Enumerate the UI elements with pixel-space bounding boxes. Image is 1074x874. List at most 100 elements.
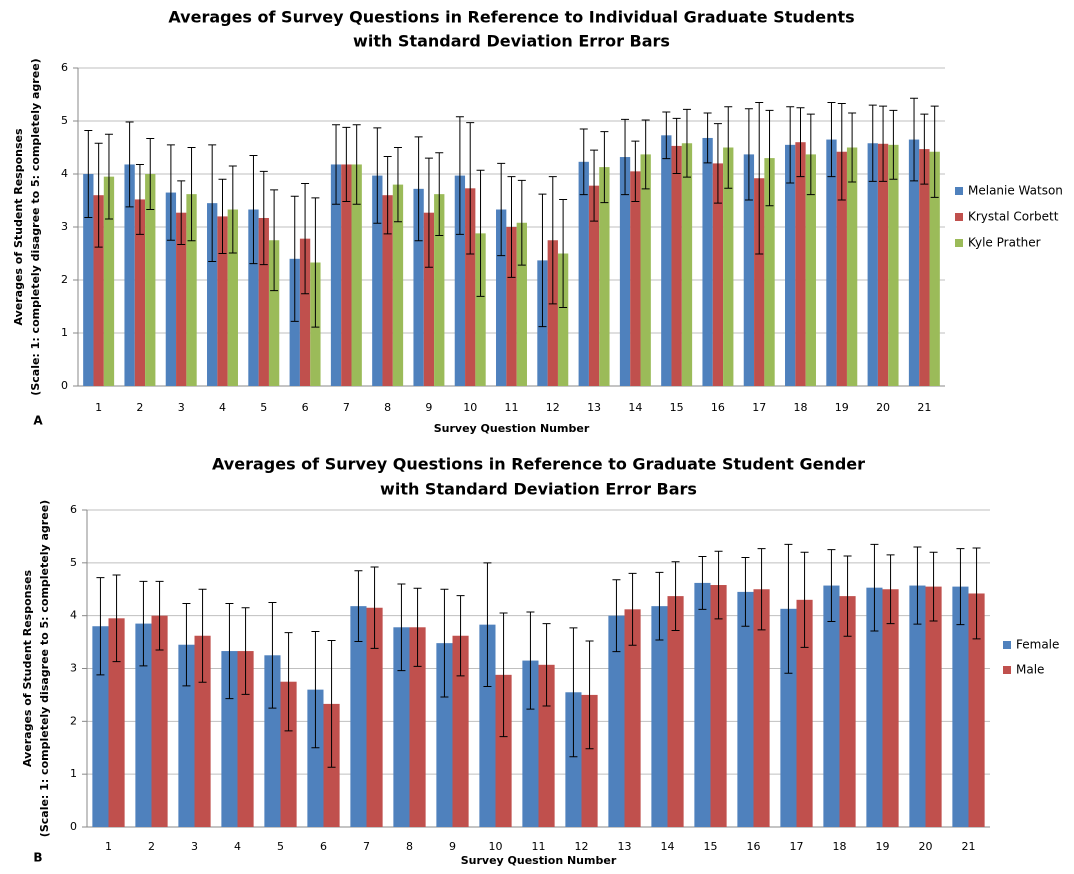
bar: [640, 154, 651, 386]
bar: [495, 674, 512, 827]
x-tick-label: 1: [105, 840, 112, 853]
x-tick-label: 11: [505, 401, 519, 414]
bar: [796, 599, 813, 827]
x-tick-label: 2: [148, 840, 155, 853]
error-bar: [96, 577, 105, 676]
bar: [866, 587, 883, 827]
error-bar: [631, 140, 640, 203]
bar: [178, 644, 195, 827]
error-bar: [208, 144, 217, 262]
bar: [479, 624, 496, 827]
error-bar: [290, 195, 299, 322]
y-tick-label: 5: [61, 114, 68, 127]
error-bar: [440, 588, 449, 698]
x-tick-label: 12: [575, 840, 589, 853]
chart-title: with Standard Deviation Error Bars: [380, 480, 697, 499]
error-bar: [166, 144, 175, 241]
x-tick-label: 7: [343, 401, 350, 414]
bar: [289, 258, 300, 386]
error-bar: [499, 612, 508, 738]
error-bar: [112, 574, 121, 663]
x-axis-label: Survey Question Number: [461, 854, 617, 867]
legend-label: Female: [1016, 638, 1059, 652]
bar: [221, 651, 238, 827]
x-tick-label: 2: [136, 401, 143, 414]
bar: [681, 143, 693, 386]
error-bar: [843, 555, 852, 637]
bar: [108, 618, 125, 827]
y-tick-label: 1: [61, 326, 68, 339]
x-tick-label: 20: [876, 401, 890, 414]
bar: [436, 643, 453, 827]
x-tick-label: 16: [747, 840, 761, 853]
x-tick-label: 14: [628, 401, 642, 414]
x-tick-label: 3: [191, 840, 198, 853]
y-tick-label: 6: [70, 503, 77, 516]
y-tick-label: 5: [70, 556, 77, 569]
bar: [538, 664, 555, 827]
bar: [805, 154, 816, 386]
error-bar: [542, 623, 551, 707]
bar: [124, 164, 135, 386]
error-bar: [590, 149, 599, 222]
error-bar: [139, 580, 148, 667]
error-bar: [125, 121, 134, 208]
x-tick-label: 20: [919, 840, 933, 853]
error-bar: [327, 639, 336, 768]
error-bar: [868, 104, 877, 182]
error-bar: [435, 152, 444, 236]
error-bar: [837, 103, 846, 201]
bar: [475, 233, 486, 386]
y-axis-label: (Scale: 1: completely disagree to 5: com…: [29, 58, 42, 395]
legend-swatch: [1003, 666, 1011, 674]
error-bar: [228, 165, 237, 254]
y-axis-label: Averages of Student Responses: [12, 128, 25, 325]
x-tick-label: 21: [962, 840, 976, 853]
bar: [145, 174, 156, 386]
y-tick-label: 3: [61, 220, 68, 233]
y-tick-label: 0: [61, 379, 68, 392]
error-bar: [373, 127, 382, 224]
x-tick-label: 18: [833, 840, 847, 853]
bar: [557, 253, 569, 386]
error-bar: [585, 640, 594, 750]
error-bar: [155, 580, 164, 651]
bar: [217, 216, 228, 386]
bar: [619, 157, 631, 386]
bar: [599, 167, 610, 386]
error-bar: [354, 570, 363, 643]
bar: [624, 609, 641, 827]
bar: [764, 158, 775, 386]
x-tick-label: 21: [917, 401, 931, 414]
bar: [785, 144, 796, 386]
error-bar: [972, 547, 981, 640]
error-bar: [94, 142, 103, 248]
bar: [516, 222, 527, 386]
error-bar: [755, 101, 764, 255]
bar: [723, 147, 734, 386]
bar: [908, 139, 920, 386]
bar: [743, 154, 755, 386]
error-bar: [342, 126, 351, 203]
bar: [268, 240, 280, 386]
error-bar: [177, 180, 186, 245]
x-tick-label: 11: [532, 840, 546, 853]
legend-swatch: [955, 213, 963, 221]
bar: [280, 681, 297, 827]
x-tick-label: 13: [587, 401, 601, 414]
y-tick-label: 0: [70, 820, 77, 833]
bar: [823, 585, 840, 827]
bar: [565, 692, 582, 827]
bar: [434, 194, 445, 386]
legend-label: Melanie Watson: [968, 184, 1063, 198]
error-bar: [270, 189, 279, 292]
bar: [867, 143, 878, 386]
bar: [299, 238, 311, 386]
error-bar: [187, 147, 196, 242]
legend-swatch: [955, 239, 963, 247]
bar: [588, 185, 600, 386]
x-tick-label: 8: [384, 401, 391, 414]
bar: [307, 689, 324, 827]
bar: [165, 192, 177, 386]
